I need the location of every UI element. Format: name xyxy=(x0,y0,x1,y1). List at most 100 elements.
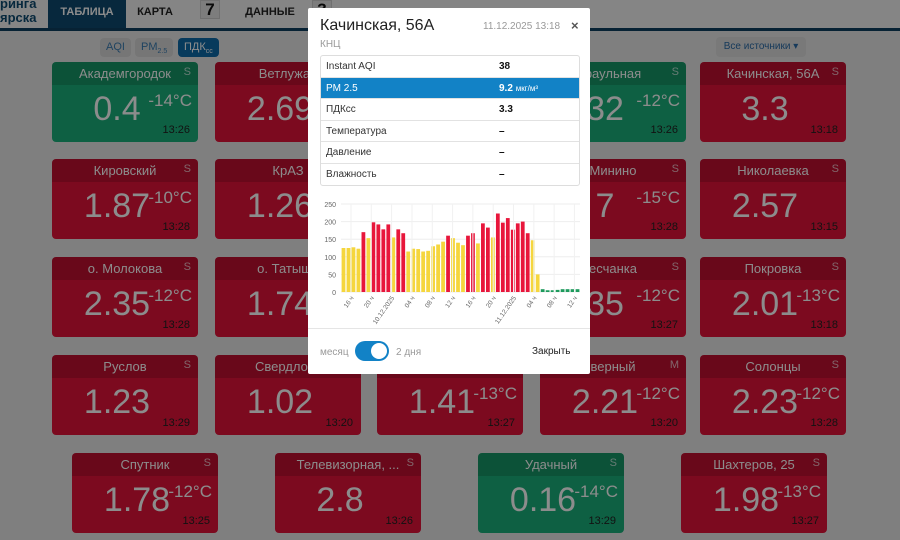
source-type: S xyxy=(406,457,414,469)
x-tick-label: 20 ч xyxy=(485,295,498,309)
chart-bar xyxy=(560,289,565,292)
value-number: – xyxy=(499,147,505,158)
source-type: S xyxy=(831,261,839,273)
measurement-row[interactable]: Instant AQI 38 xyxy=(321,56,579,78)
station-temperature: -14°C xyxy=(148,91,192,110)
tab-data[interactable]: ДАННЫЕ xyxy=(245,6,295,18)
station-value: 35 xyxy=(586,285,624,323)
chart-bar xyxy=(431,246,436,292)
measurement-label: Давление xyxy=(326,147,372,158)
chart-bar xyxy=(530,240,535,292)
station-tile[interactable]: Покровка S 2.01 -13°C 13:18 xyxy=(700,257,846,337)
pdk-label: ПДК xyxy=(184,41,206,53)
chart-bar xyxy=(485,227,490,292)
measurement-row[interactable]: Температура – xyxy=(321,121,579,142)
station-temperature: -13°C xyxy=(473,384,517,403)
station-value: 2.57 xyxy=(731,187,799,225)
chart-bar xyxy=(346,248,351,292)
chart-bar xyxy=(401,233,406,292)
measurement-value: 38 xyxy=(499,56,510,77)
station-tile[interactable]: Телевизорная, ... S 2.8 13:26 xyxy=(275,453,421,533)
source-type: S xyxy=(183,359,191,371)
chart-bar xyxy=(540,289,545,292)
station-tile[interactable]: Академгородок S 0.4 -14°C 13:26 xyxy=(52,62,198,142)
station-value: 0.4 xyxy=(93,90,141,128)
chart-bar xyxy=(341,248,346,292)
brand-logo-text[interactable]: ринга ярска xyxy=(0,0,37,25)
station-time: 13:27 xyxy=(487,417,515,429)
filter-pm25[interactable]: PM2.5 xyxy=(135,38,174,57)
x-tick-label: 11.12.2025 xyxy=(494,295,518,326)
station-modal: Качинская, 56А 11.12.2025 13:18 × КНЦ In… xyxy=(308,8,590,374)
station-value: 2.69 xyxy=(246,90,314,128)
station-value: 2.35 xyxy=(83,285,151,323)
measurement-value: – xyxy=(499,142,505,163)
filter-pdk[interactable]: ПДКсс xyxy=(178,38,219,57)
tab-map[interactable]: КАРТА xyxy=(137,6,173,18)
toggle-label-2days: 2 дня xyxy=(396,347,422,358)
station-tile[interactable]: Качинская, 56А S 3.3 13:18 xyxy=(700,62,846,142)
value-number: – xyxy=(499,168,505,180)
station-time: 13:26 xyxy=(385,515,413,527)
measurement-row[interactable]: PM 2.5 9.2 мкг/м³ xyxy=(321,77,579,99)
station-name: Спутник xyxy=(72,453,218,476)
measurement-row[interactable]: Давление – xyxy=(321,142,579,164)
chart-bar xyxy=(515,223,520,292)
station-time: 13:15 xyxy=(810,221,838,233)
modal-date: 11.12.2025 13:18 xyxy=(483,21,561,32)
period-toggle[interactable] xyxy=(355,341,389,361)
chart-bar xyxy=(481,223,485,292)
source-type: S xyxy=(671,66,679,78)
station-temperature: -10°C xyxy=(148,188,192,207)
source-type: S xyxy=(609,457,617,469)
brand-line2: ярска xyxy=(0,10,37,25)
station-tile[interactable]: Руслов S 1.23 13:29 xyxy=(52,355,198,435)
tab-table[interactable]: ТАБЛИЦА xyxy=(48,0,126,28)
station-name: Удачный xyxy=(478,453,624,476)
station-name: Кировский xyxy=(52,159,198,182)
value-unit: мкг/м³ xyxy=(515,83,538,93)
station-tile[interactable]: Николаевка S 2.57 13:15 xyxy=(700,159,846,239)
station-value: 0.16 xyxy=(509,481,577,519)
station-temperature: -12°C xyxy=(636,384,680,403)
chart-bar xyxy=(505,218,510,292)
source-type: M xyxy=(669,359,679,371)
y-tick-label: 50 xyxy=(328,272,336,279)
chart-bar xyxy=(391,237,396,292)
value-number: 38 xyxy=(499,61,511,72)
station-value: 32 xyxy=(586,90,624,128)
station-tile[interactable]: Солонцы S 2.23 -12°C 13:28 xyxy=(700,355,846,435)
station-tile[interactable]: о. Молокова S 2.35 -12°C 13:28 xyxy=(52,257,198,337)
chart-bar xyxy=(500,222,505,292)
station-temperature: -15°C xyxy=(636,188,680,207)
station-value: 2.23 xyxy=(731,383,799,421)
chart-bar xyxy=(525,233,530,292)
map-count-badge: 7 xyxy=(200,0,220,19)
station-time: 13:27 xyxy=(650,319,678,331)
brand-line1: ринга xyxy=(0,0,37,11)
station-tile[interactable]: Спутник S 1.78 -12°C 13:25 xyxy=(72,453,218,533)
close-icon[interactable]: × xyxy=(571,18,579,33)
measurement-row[interactable]: Влажность – xyxy=(321,164,579,186)
x-tick-label: 20 ч xyxy=(363,295,376,309)
station-time: 13:26 xyxy=(650,124,678,136)
measurement-row[interactable]: ПДКсс 3.3 xyxy=(321,99,579,121)
measurement-value: 3.3 xyxy=(499,99,513,120)
chart-bar xyxy=(386,224,391,292)
station-time: 13:28 xyxy=(162,221,190,233)
modal-subtitle: КНЦ xyxy=(320,39,341,50)
sources-dropdown[interactable]: Все источники ▾ xyxy=(716,37,806,57)
close-button[interactable]: Закрыть xyxy=(532,346,571,357)
measurement-value: 9.2 мкг/м³ xyxy=(499,78,538,99)
chart-bar xyxy=(461,245,465,292)
filter-aqi[interactable]: AQI xyxy=(100,38,131,57)
station-tile[interactable]: Кировский S 1.87 -10°C 13:28 xyxy=(52,159,198,239)
pdk-sub: сс xyxy=(205,48,213,56)
chart-bar xyxy=(376,224,381,292)
station-tile[interactable]: Удачный S 0.16 -14°C 13:29 xyxy=(478,453,624,533)
x-tick-label: 12 ч xyxy=(444,295,457,309)
station-name: Академгородок xyxy=(52,62,198,85)
chart-bar xyxy=(406,251,411,292)
station-tile[interactable]: Шахтеров, 25 S 1.98 -13°C 13:27 xyxy=(681,453,827,533)
source-type: S xyxy=(203,457,211,469)
